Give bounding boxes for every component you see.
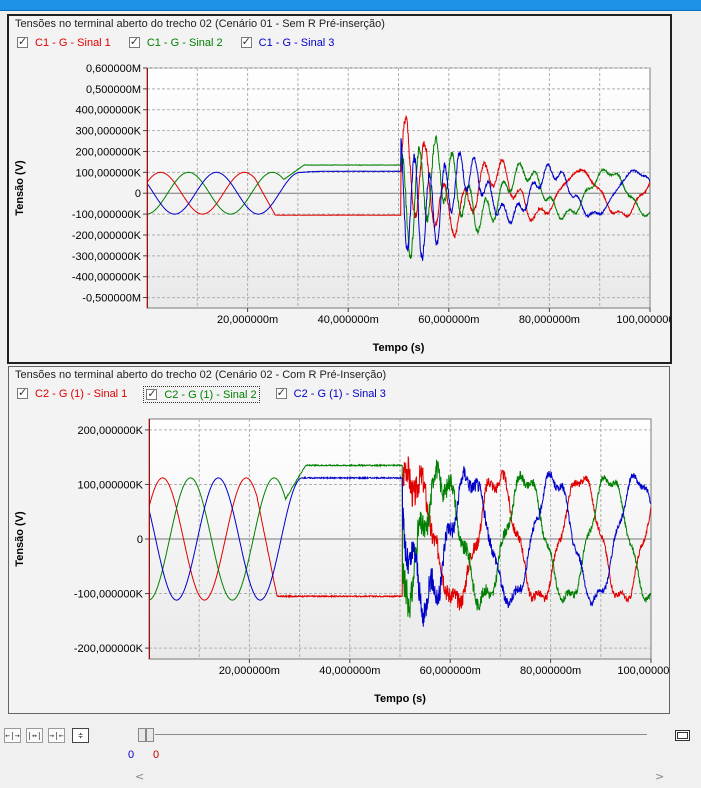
legend-label: C1 - G - Sinal 2 — [146, 36, 223, 49]
series-line-3 — [149, 466, 651, 627]
legend-item-sinal-3[interactable]: C2 - G (1) - Sinal 3 — [274, 386, 388, 401]
y-tick-label: 0,600000M — [86, 63, 141, 75]
fit-range-button[interactable]: |↔| — [26, 728, 43, 743]
series-line-2 — [147, 134, 650, 259]
legend-item-sinal-2[interactable]: C1 - G - Sinal 2 — [127, 35, 225, 50]
y-axis-title: Tensão (V) — [14, 160, 26, 216]
y-tick-label: 0,500000M — [86, 84, 141, 96]
y-tick-label: 0 — [137, 534, 143, 546]
legend-label: C2 - G (1) - Sinal 2 — [164, 388, 257, 401]
shrink-range-button[interactable]: →|← — [48, 728, 65, 743]
expand-range-button[interactable]: ←|→ — [4, 728, 21, 743]
x-tick-label: 20,000000m — [217, 314, 278, 326]
maximize-icon[interactable] — [675, 730, 690, 741]
legend: C2 - G (1) - Sinal 1 C2 - G (1) - Sinal … — [15, 386, 402, 403]
y-tick-label: 200,000000K — [78, 425, 144, 437]
series-line-2 — [149, 459, 651, 618]
checkbox-sinal-3[interactable] — [275, 386, 287, 399]
y-tick-label: 0 — [135, 188, 141, 200]
legend-label: C1 - G - Sinal 3 — [258, 36, 335, 49]
range-end-value: 0 — [153, 749, 160, 761]
y-tick-label: 400,000000K — [76, 105, 142, 117]
legend-label: C2 - G (1) - Sinal 3 — [293, 387, 386, 400]
chart-plot-2[interactable]: 200,000000K 100,000000K 0 -100,000000K -200,… — [9, 367, 669, 713]
y-tick-label: 300,000000K — [76, 126, 142, 138]
legend-item-sinal-1[interactable]: C2 - G (1) - Sinal 1 — [15, 386, 129, 401]
legend-item-sinal-2[interactable]: C2 - G (1) - Sinal 2 — [143, 386, 260, 403]
window-title-bar — [0, 0, 701, 11]
panel-title: Tensões no terminal aberto do trecho 02 … — [15, 18, 385, 30]
checkbox-sinal-1[interactable] — [17, 386, 28, 399]
y-tick-label: -100,000000K — [74, 589, 144, 601]
checkbox-sinal-3[interactable] — [240, 35, 252, 48]
x-axis-title: Tempo (s) — [373, 342, 425, 354]
chart-plot-1[interactable]: 0,600000M 0,500000M 400,000000K 300,000000K… — [9, 16, 670, 362]
x-tick-label: 40,000000m — [318, 314, 379, 326]
legend-item-sinal-1[interactable]: C1 - G - Sinal 1 — [15, 35, 113, 50]
range-start-value: 0 — [128, 749, 135, 761]
checkbox-sinal-1[interactable] — [17, 35, 28, 48]
chart-panel-2: Tensões no terminal aberto do trecho 02 … — [8, 366, 670, 714]
panel-title: Tensões no terminal aberto do trecho 02 … — [15, 369, 387, 381]
y-axis-title: Tensão (V) — [14, 511, 26, 567]
bottom-toolbar: ←|→ |↔| →|← ≑ 0 0 < > — [0, 722, 701, 788]
x-tick-label: 80,000000m — [520, 665, 581, 677]
checkbox-sinal-2[interactable] — [128, 35, 140, 48]
y-tick-label: -300,000000K — [72, 251, 142, 263]
y-tick-label: -400,000000K — [72, 272, 142, 284]
align-button[interactable]: ≑ — [72, 728, 89, 743]
x-tick-label: 60,000000m — [420, 665, 481, 677]
x-tick-label: 40,000000m — [319, 665, 380, 677]
x-tick-label: 100,000000m — [617, 665, 669, 677]
x-tick-label: 80,000000m — [519, 314, 580, 326]
range-slider-track[interactable] — [155, 734, 647, 735]
legend-item-sinal-3[interactable]: C1 - G - Sinal 3 — [239, 35, 337, 50]
range-start-handle[interactable] — [138, 728, 146, 742]
scroll-left-icon[interactable]: < — [135, 770, 145, 783]
x-tick-label: 100,000000m — [616, 314, 670, 326]
y-tick-label: -200,000000K — [74, 643, 144, 655]
y-tick-label: 200,000000K — [76, 146, 142, 158]
x-tick-label: 60,000000m — [418, 314, 479, 326]
chart-panel-1: Tensões no terminal aberto do trecho 02 … — [7, 14, 672, 364]
y-tick-label: 100,000000K — [78, 479, 144, 491]
x-axis-title: Tempo (s) — [374, 693, 426, 705]
scroll-right-icon[interactable]: > — [655, 770, 665, 783]
y-tick-label: -100,000000K — [72, 209, 142, 221]
checkbox-sinal-2[interactable] — [146, 387, 158, 400]
y-tick-label: 100,000000K — [76, 167, 142, 179]
legend: C1 - G - Sinal 1 C1 - G - Sinal 2 C1 - G… — [15, 35, 350, 51]
x-tick-label: 20,000000m — [219, 665, 280, 677]
range-end-handle[interactable] — [146, 728, 154, 742]
series-line-3 — [147, 138, 650, 261]
y-tick-label: -200,000000K — [72, 230, 142, 242]
y-tick-label: -0,500000M — [82, 293, 141, 305]
legend-label: C1 - G - Sinal 1 — [35, 36, 111, 49]
legend-label: C2 - G (1) - Sinal 1 — [35, 387, 128, 400]
